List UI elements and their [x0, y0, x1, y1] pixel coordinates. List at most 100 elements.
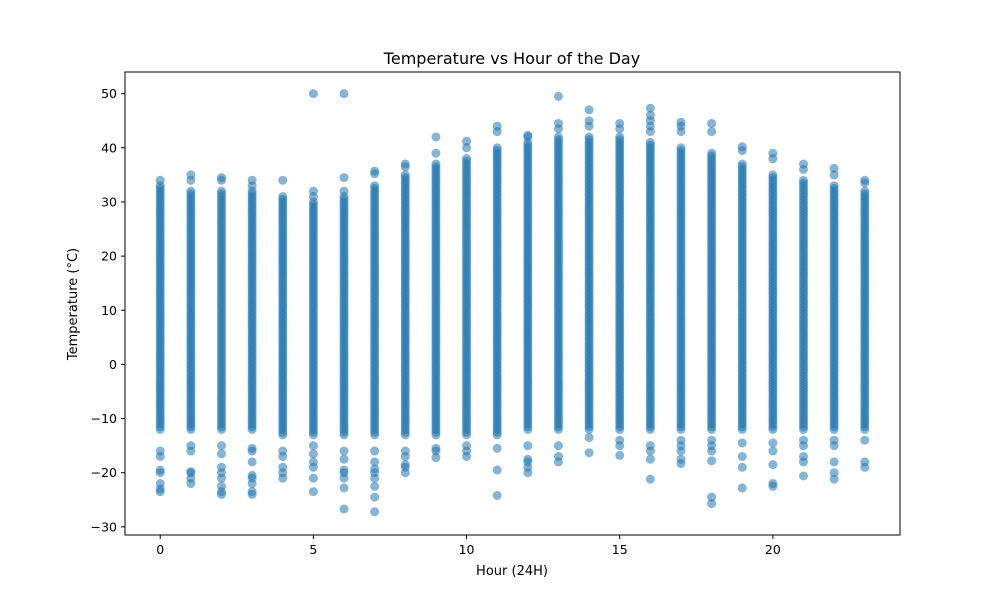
- data-point: [553, 441, 563, 451]
- data-point: [645, 446, 655, 456]
- y-tick-label: −30: [91, 519, 117, 534]
- data-point: [400, 162, 410, 172]
- chart-title: Temperature vs Hour of the Day: [383, 49, 640, 68]
- data-point: [584, 132, 594, 142]
- data-point: [492, 143, 502, 153]
- y-tick-label: 0: [109, 357, 117, 372]
- data-point: [707, 127, 717, 137]
- data-points: [155, 89, 870, 517]
- y-tick-label: −20: [91, 465, 117, 480]
- data-point: [462, 451, 472, 461]
- data-point: [216, 473, 226, 483]
- data-point: [339, 454, 349, 464]
- y-tick-label: 40: [101, 140, 117, 155]
- data-point: [829, 468, 839, 478]
- data-point: [216, 441, 226, 451]
- data-point: [829, 170, 839, 180]
- data-point: [615, 441, 625, 451]
- x-tick-label: 20: [765, 542, 781, 557]
- data-point: [860, 186, 870, 196]
- data-point: [155, 468, 165, 478]
- data-point: [707, 499, 717, 509]
- data-point: [431, 453, 441, 463]
- data-point: [278, 451, 288, 461]
- data-point: [186, 175, 196, 185]
- plot-frame: [124, 71, 901, 536]
- data-point: [308, 487, 318, 497]
- data-point: [737, 451, 747, 461]
- y-tick-label: 10: [101, 303, 117, 318]
- data-point: [584, 433, 594, 443]
- data-point: [829, 441, 839, 451]
- data-point: [247, 446, 257, 456]
- data-point: [768, 438, 778, 448]
- data-point: [155, 484, 165, 494]
- data-point: [339, 473, 349, 483]
- data-point: [308, 89, 318, 99]
- y-tick-label: −10: [91, 411, 117, 426]
- data-point: [370, 181, 380, 191]
- data-point: [676, 446, 686, 456]
- data-point: [737, 462, 747, 472]
- data-point: [339, 186, 349, 196]
- x-tick-label: 0: [156, 542, 164, 557]
- data-point: [278, 192, 288, 202]
- data-point: [707, 456, 717, 466]
- data-point: [400, 170, 410, 180]
- data-point: [768, 154, 778, 164]
- data-point: [645, 137, 655, 147]
- data-point: [737, 159, 747, 169]
- data-point: [737, 438, 747, 448]
- data-point: [462, 136, 472, 146]
- data-point: [216, 449, 226, 459]
- y-tick-label: 20: [101, 249, 117, 264]
- data-point: [799, 164, 809, 174]
- data-point: [707, 492, 717, 502]
- data-point: [462, 154, 472, 164]
- data-point: [707, 118, 717, 128]
- data-point: [860, 178, 870, 188]
- data-point: [553, 91, 563, 101]
- data-point: [431, 159, 441, 169]
- data-point: [308, 441, 318, 451]
- data-point: [799, 457, 809, 467]
- data-point: [400, 451, 410, 461]
- data-point: [308, 449, 318, 459]
- data-point: [829, 457, 839, 467]
- data-point: [339, 446, 349, 456]
- data-point: [186, 186, 196, 196]
- data-point: [186, 446, 196, 456]
- data-point: [216, 175, 226, 185]
- data-point: [247, 489, 257, 499]
- data-point: [247, 479, 257, 489]
- data-point: [278, 473, 288, 483]
- data-point: [278, 175, 288, 185]
- y-tick-label: 30: [101, 194, 117, 209]
- data-point: [523, 468, 533, 478]
- data-point: [523, 132, 533, 142]
- data-point: [339, 173, 349, 183]
- x-tick-label: 10: [459, 542, 475, 557]
- data-point: [584, 121, 594, 131]
- data-point: [768, 446, 778, 456]
- data-point: [584, 448, 594, 458]
- data-point: [370, 473, 380, 483]
- data-point: [829, 163, 839, 173]
- data-point: [308, 473, 318, 483]
- data-point: [247, 457, 257, 467]
- x-axis: 0 5 10 15 20: [156, 535, 781, 557]
- data-point: [216, 489, 226, 499]
- data-point: [553, 457, 563, 467]
- data-point: [370, 507, 380, 517]
- y-tick-label: 50: [101, 86, 117, 101]
- data-point: [400, 468, 410, 478]
- data-point: [707, 148, 717, 158]
- data-point: [339, 504, 349, 514]
- y-axis-label: Temperature (°C): [66, 248, 81, 361]
- data-point: [370, 481, 380, 491]
- data-point: [370, 169, 380, 179]
- data-point: [553, 124, 563, 134]
- data-point: [370, 492, 380, 502]
- data-point: [247, 181, 257, 191]
